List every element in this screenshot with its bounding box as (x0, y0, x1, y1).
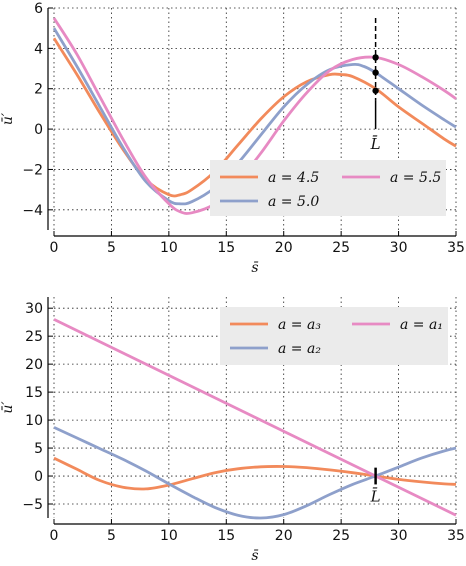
legend-label-1: a = a₃ (278, 317, 321, 333)
x-tick-label: 25 (332, 240, 350, 256)
series-line-1 (53, 456, 457, 491)
y-tick-label: 4 (34, 41, 43, 57)
y-tick-label: 5 (34, 441, 43, 457)
x-tick-label: 10 (160, 240, 178, 256)
x-tick-label: 15 (217, 528, 235, 544)
legend-label-2: a = a₂ (278, 341, 321, 357)
x-tick-label: 20 (275, 240, 293, 256)
y-tick-label: 15 (25, 385, 43, 401)
x-tick-label: 30 (390, 240, 408, 256)
x-tick-label: 30 (390, 528, 408, 544)
x-tick-label: 0 (50, 528, 59, 544)
y-tick-label: 0 (34, 122, 43, 138)
x-tick-label: 5 (107, 240, 116, 256)
x-tick-label: 5 (107, 528, 116, 544)
top-chart-panel: L̄ 0 5 10 15 20 25 30 35 −4 −2 0 2 4 6 s̄ ū′ a = 4.5 a = 5… (0, 1, 465, 276)
marker-label: L̄ (370, 487, 381, 505)
y-axis-label: ū′ (0, 112, 16, 125)
legend-label-3: a = 5.5 (390, 170, 441, 186)
y-axis-label: ū′ (0, 401, 16, 414)
y-tick-label: −2 (22, 162, 43, 178)
y-tick-label: 2 (34, 82, 43, 98)
marker-point (372, 87, 379, 94)
legend-label-3: a = a₁ (400, 317, 443, 333)
y-tick-label: 20 (25, 357, 43, 373)
y-tick-label: 25 (25, 329, 43, 345)
x-tick-label: 35 (447, 528, 465, 544)
y-tick-label: −5 (22, 497, 43, 513)
marker-point (372, 54, 379, 61)
x-tick-label: 35 (447, 240, 465, 256)
y-tick-label: 10 (25, 413, 43, 429)
legend-box (210, 160, 446, 216)
x-tick-label: 20 (275, 528, 293, 544)
legend-label-2: a = 5.0 (268, 194, 319, 210)
x-axis-label: s̄ (251, 548, 259, 564)
series-line-2 (53, 426, 457, 520)
x-tick-label: 25 (332, 528, 350, 544)
bottom-chart-panel: L̄ 0 5 10 15 20 25 30 35 −5 0 5 10 15 20 25 30 s̄ ū′ a = a₃… (0, 297, 465, 564)
marker-point (372, 69, 379, 76)
y-tick-label: 30 (25, 301, 43, 317)
y-tick-label: −4 (22, 203, 43, 219)
x-tick-label: 0 (50, 240, 59, 256)
y-tick-label: 6 (34, 1, 43, 17)
series-line-2 (52, 27, 457, 206)
series-line-3 (53, 318, 457, 517)
y-tick-label: 0 (34, 469, 43, 485)
legend-label-1: a = 4.5 (268, 170, 319, 186)
x-tick-label: 10 (160, 528, 178, 544)
x-axis-label: s̄ (251, 260, 259, 276)
x-tick-label: 15 (217, 240, 235, 256)
legend-box (220, 307, 448, 365)
marker-label: L̄ (370, 135, 381, 153)
